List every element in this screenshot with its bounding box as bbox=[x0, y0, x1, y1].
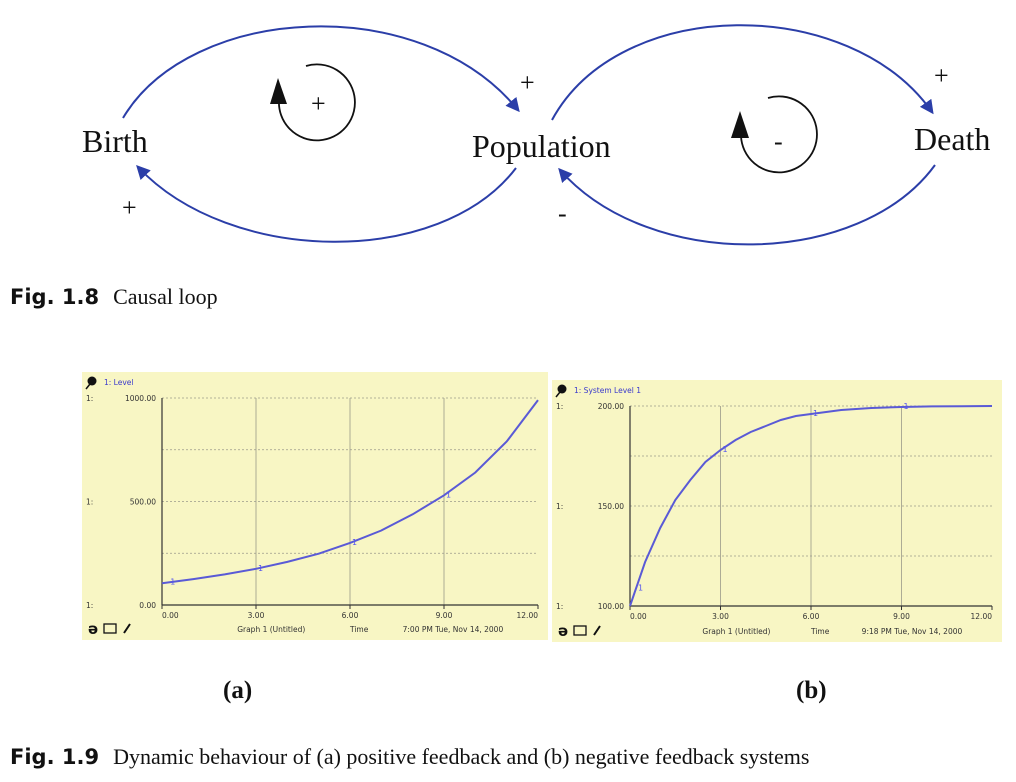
footer-timestamp: 9:18 PM Tue, Nov 14, 2000 bbox=[862, 627, 963, 636]
x-tick-label: 12.00 bbox=[971, 612, 993, 621]
figure-caption-1-9: Fig. 1.9 Dynamic behaviour of (a) positiv… bbox=[10, 744, 809, 770]
chart-panel-a: 1: Level 1: 1000.00 1: 500.00 1: 0.00 0.00 3.00 6… bbox=[82, 372, 548, 640]
footer-axis-label: Time bbox=[810, 627, 830, 636]
figure-caption-1-8: Fig. 1.8 Causal loop bbox=[10, 284, 218, 310]
x-tick-label: 0.00 bbox=[630, 612, 647, 621]
right-loop-indicator bbox=[740, 95, 818, 174]
arrow-birth-to-population bbox=[122, 25, 520, 119]
series-marker: 1 bbox=[723, 445, 728, 454]
pin-icon bbox=[87, 376, 97, 386]
footer-axis-label: Time bbox=[349, 625, 369, 634]
series-marker: 1 bbox=[352, 538, 357, 547]
footer-timestamp: 7:00 PM Tue, Nov 14, 2000 bbox=[403, 625, 504, 634]
series-marker: 1 bbox=[904, 402, 909, 411]
pen-icon bbox=[593, 625, 601, 636]
caption-label: Fig. 1.8 bbox=[10, 285, 100, 309]
series-marker: 1 bbox=[258, 564, 263, 573]
chart-background bbox=[552, 380, 1002, 642]
causal-loop-diagram: Birth Population Death + + + - + - bbox=[82, 24, 990, 246]
y-tick-prefix: 1: bbox=[86, 601, 93, 610]
sign-birth-to-population: + bbox=[520, 68, 535, 97]
y-tick-label: 100.00 bbox=[598, 602, 624, 611]
arrow-population-to-birth bbox=[136, 164, 517, 243]
y-tick-prefix: 1: bbox=[86, 498, 93, 507]
printer-icon bbox=[573, 625, 587, 636]
y-tick-label: 500.00 bbox=[130, 498, 156, 507]
series-marker: 1 bbox=[638, 583, 643, 592]
y-tick-prefix: 1: bbox=[556, 402, 563, 411]
right-loop-arrowhead bbox=[731, 111, 749, 138]
pin-icon bbox=[557, 384, 567, 394]
x-tick-label: 9.00 bbox=[436, 611, 453, 620]
series-line bbox=[629, 405, 993, 607]
arrow-death-to-population bbox=[558, 164, 936, 246]
panel-label-b: (b) bbox=[796, 677, 827, 704]
series-marker: 1 bbox=[446, 490, 451, 499]
caption-label: Fig. 1.9 bbox=[10, 745, 100, 769]
arrow-population-to-death bbox=[551, 24, 934, 121]
lock-icon: ə bbox=[558, 622, 568, 640]
caption-text: Dynamic behaviour of (a) positive feedba… bbox=[113, 744, 810, 769]
y-tick-prefix: 1: bbox=[86, 394, 93, 403]
footer-graph-title: Graph 1 (Untitled) bbox=[237, 625, 305, 634]
sign-right-loop: - bbox=[774, 127, 783, 156]
series-line bbox=[161, 399, 539, 585]
y-tick-prefix: 1: bbox=[556, 602, 563, 611]
x-tick-label: 12.00 bbox=[517, 611, 539, 620]
series-title: 1: System Level 1 bbox=[574, 386, 641, 395]
sign-population-to-death: + bbox=[934, 61, 949, 90]
left-loop-indicator bbox=[278, 63, 356, 142]
y-tick-label: 1000.00 bbox=[125, 394, 156, 403]
y-tick-label: 200.00 bbox=[598, 402, 624, 411]
sign-left-loop: + bbox=[311, 89, 326, 118]
printer-icon bbox=[103, 623, 117, 634]
chart-background bbox=[82, 372, 548, 640]
x-tick-label: 6.00 bbox=[803, 612, 820, 621]
node-population: Population bbox=[472, 128, 611, 164]
footer-graph-title: Graph 1 (Untitled) bbox=[702, 627, 770, 636]
sign-death-to-population: - bbox=[558, 199, 567, 228]
series-title: 1: Level bbox=[104, 378, 133, 387]
pin-icon-stem bbox=[85, 383, 91, 390]
series-marker: 1 bbox=[813, 409, 818, 418]
caption-text: Causal loop bbox=[113, 284, 218, 309]
y-tick-prefix: 1: bbox=[556, 502, 563, 511]
node-birth: Birth bbox=[82, 123, 148, 159]
node-death: Death bbox=[914, 121, 990, 157]
x-tick-label: 3.00 bbox=[712, 612, 729, 621]
sign-population-to-birth: + bbox=[122, 193, 137, 222]
x-tick-label: 9.00 bbox=[893, 612, 910, 621]
x-tick-label: 6.00 bbox=[342, 611, 359, 620]
left-loop-arrowhead bbox=[270, 78, 287, 104]
pin-icon-stem bbox=[555, 391, 561, 398]
pen-icon bbox=[123, 623, 131, 634]
series-marker: 1 bbox=[170, 577, 175, 586]
panel-label-a: (a) bbox=[223, 677, 253, 704]
x-tick-label: 3.00 bbox=[248, 611, 265, 620]
lock-icon: ə bbox=[88, 620, 98, 638]
y-tick-label: 150.00 bbox=[598, 502, 624, 511]
x-tick-label: 0.00 bbox=[162, 611, 179, 620]
y-tick-label: 0.00 bbox=[139, 601, 156, 610]
chart-panel-b: 1: System Level 1 1: 200.00 1: 150.00 1: 100.0… bbox=[552, 380, 1002, 642]
